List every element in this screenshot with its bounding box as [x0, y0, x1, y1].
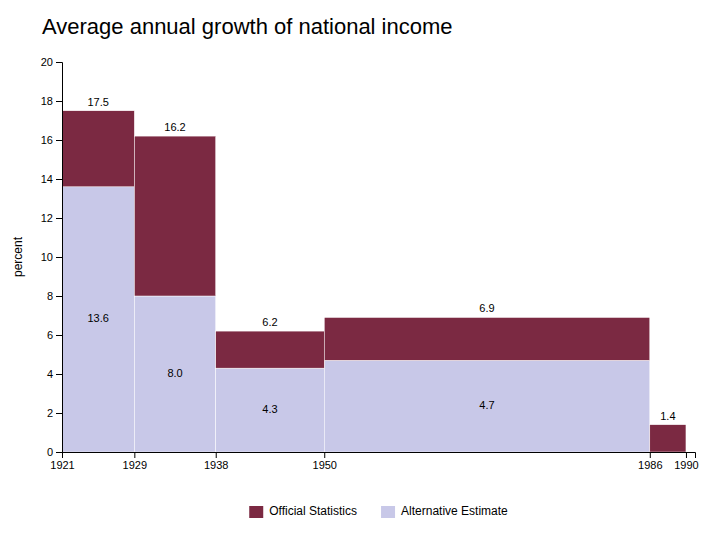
bar-segment — [62, 111, 134, 187]
y-tick-label: 16 — [41, 134, 53, 146]
legend-label: Alternative Estimate — [401, 504, 508, 518]
y-tick-mark — [56, 374, 62, 375]
legend: Official Statistics Alternative Estimate — [249, 504, 508, 518]
x-tick-label: 1929 — [123, 459, 147, 471]
bar-segment — [324, 317, 650, 360]
y-tick-mark — [56, 218, 62, 219]
y-tick-label: 14 — [41, 173, 53, 185]
y-tick-mark — [56, 140, 62, 141]
bars — [62, 111, 686, 452]
x-tick-mark — [324, 452, 325, 458]
y-tick: 18 — [41, 95, 62, 107]
total-label: 6.9 — [479, 302, 494, 314]
y-tick-mark — [56, 257, 62, 258]
y-tick-mark — [56, 296, 62, 297]
x-axis-line — [63, 453, 696, 459]
y-tick: 0 — [47, 446, 62, 458]
bar-segment — [650, 425, 686, 452]
y-tick-label: 6 — [47, 329, 53, 341]
x-tick: 1938 — [204, 452, 228, 471]
y-tick-mark — [56, 413, 62, 414]
x-tick-label: 1986 — [638, 459, 662, 471]
data-labels: 13.6 8.0 4.3 4.7 17.5 16.2 6.2 6.9 1.4 — [87, 96, 675, 422]
x-tick-label: 1990 — [674, 459, 698, 471]
x-tick-mark — [650, 452, 651, 458]
y-tick-label: 10 — [41, 251, 53, 263]
x-axis: 1921 1929 1938 1950 1986 1990 — [50, 452, 698, 471]
title: Average annual growth of national income — [42, 14, 453, 39]
y-tick: 12 — [41, 212, 62, 224]
legend-label: Official Statistics — [269, 504, 357, 518]
y-axis-label: percent — [11, 236, 25, 277]
y-tick: 16 — [41, 134, 62, 146]
y-tick: 20 — [41, 56, 62, 68]
chart: Average annual growth of national income… — [0, 0, 720, 540]
y-tick-mark — [56, 335, 62, 336]
y-tick: 10 — [41, 251, 62, 263]
data-label: 13.6 — [87, 312, 108, 324]
data-label: 4.3 — [262, 403, 277, 415]
y-tick: 4 — [47, 368, 62, 380]
legend-swatch — [249, 506, 263, 518]
y-tick-label: 8 — [47, 290, 53, 302]
y-tick: 8 — [47, 290, 62, 302]
y-tick: 2 — [47, 407, 62, 419]
x-tick-mark — [134, 452, 135, 458]
y-tick-label: 18 — [41, 95, 53, 107]
total-label: 1.4 — [660, 410, 675, 422]
x-tick: 1929 — [123, 452, 147, 471]
total-label: 16.2 — [164, 121, 185, 133]
y-tick-label: 2 — [47, 407, 53, 419]
total-label: 6.2 — [262, 316, 277, 328]
legend-item: Alternative Estimate — [381, 504, 508, 518]
x-tick-mark — [216, 452, 217, 458]
series — [62, 111, 686, 452]
x-tick: 1921 — [50, 452, 74, 471]
x-tick: 1950 — [313, 452, 337, 471]
y-tick-label: 0 — [47, 446, 53, 458]
legend-item: Official Statistics — [249, 504, 357, 518]
bar-segment — [216, 368, 325, 452]
x-tick-label: 1921 — [50, 459, 74, 471]
y-tick-label: 20 — [41, 56, 53, 68]
x-tick-label: 1950 — [313, 459, 337, 471]
y-tick-mark — [56, 179, 62, 180]
x-tick-label: 1938 — [204, 459, 228, 471]
x-tick: 1990 — [674, 452, 698, 471]
x-tick-mark — [686, 452, 687, 458]
bar-segment — [134, 296, 215, 452]
y-tick-label: 4 — [47, 368, 53, 380]
y-tick: 6 — [47, 329, 62, 341]
y-tick-mark — [56, 62, 62, 63]
legend-swatch — [381, 506, 395, 518]
x-tick: 1986 — [638, 452, 662, 471]
y-tick-mark — [56, 452, 62, 453]
y-tick: 14 — [41, 173, 62, 185]
bar-segment — [134, 136, 215, 296]
y-tick-mark — [56, 101, 62, 102]
data-label: 4.7 — [479, 399, 494, 411]
bar-segment — [62, 187, 134, 452]
y-axis-line — [56, 63, 63, 453]
bar-segment — [324, 360, 650, 452]
bar-segment — [216, 331, 325, 368]
y-tick-label: 12 — [41, 212, 53, 224]
total-label: 17.5 — [87, 96, 108, 108]
data-label: 8.0 — [167, 367, 182, 379]
y-axis: 0 2 4 6 8 10 12 14 16 18 20 — [41, 56, 63, 458]
